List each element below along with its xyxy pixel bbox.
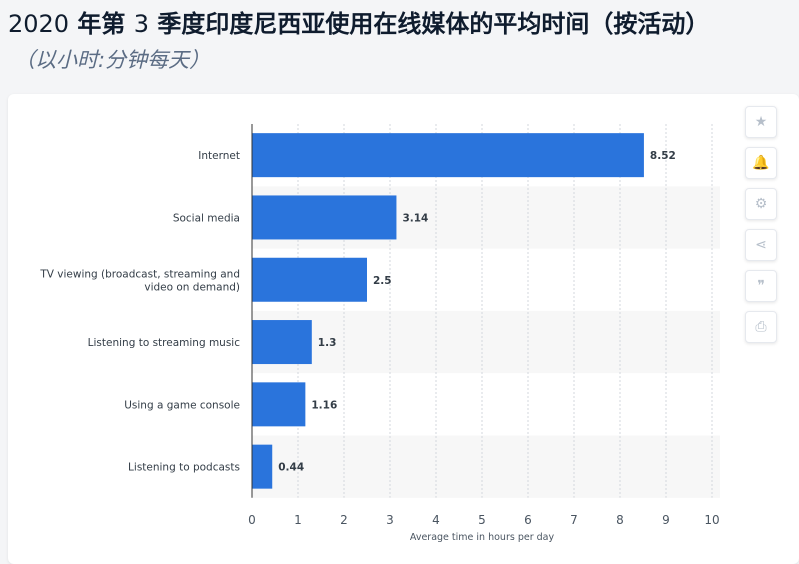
bar <box>252 133 644 178</box>
gear-button[interactable]: ⚙ <box>745 188 777 220</box>
share-button[interactable]: ⋖ <box>745 229 777 261</box>
bar-value-label: 2.5 <box>373 275 392 287</box>
quote-icon: ❞ <box>757 278 765 294</box>
x-axis-title: Average time in hours per day <box>410 532 555 543</box>
row-stripe <box>252 435 720 498</box>
x-tick-label: 9 <box>662 513 670 527</box>
share-icon: ⋖ <box>755 237 767 253</box>
chart-card: 8.52 Internet 3.14 Social media 2.5 TV viewin… <box>8 94 799 564</box>
bar <box>252 444 273 489</box>
bell-button[interactable]: 🔔 <box>745 147 777 179</box>
x-tick-label: 0 <box>248 513 256 527</box>
category-label: TV viewing (broadcast, streaming and <box>39 268 240 280</box>
x-tick-label: 6 <box>524 513 532 527</box>
x-tick-label: 1 <box>294 513 302 527</box>
category-label: Social media <box>173 212 240 224</box>
chart-title: 2020 年第 3 季度印度尼西亚使用在线媒体的平均时间（按活动） <box>8 8 798 40</box>
title-year: 2020 <box>8 10 70 38</box>
category-label: video on demand) <box>144 281 240 293</box>
chart-subtitle: （以小时:分钟每天） <box>14 48 211 72</box>
bar <box>252 320 312 365</box>
x-tick-label: 8 <box>616 513 624 527</box>
category-label: Using a game console <box>124 399 240 411</box>
print-icon: ⎙ <box>755 319 767 335</box>
bar-chart: 8.52 Internet 3.14 Social media 2.5 TV viewin… <box>39 124 720 543</box>
gear-icon: ⚙ <box>754 196 768 212</box>
x-tick-label: 4 <box>432 513 440 527</box>
bar-value-label: 3.14 <box>402 212 428 224</box>
title-part-2: 季度印度尼西亚使用在线媒体的平均时间（按活动） <box>149 10 710 38</box>
bar <box>252 257 367 302</box>
x-tick-label: 5 <box>478 513 486 527</box>
category-label: Listening to streaming music <box>88 337 241 349</box>
x-tick-label: 2 <box>340 513 348 527</box>
bar-value-label: 1.3 <box>318 337 337 349</box>
row-stripe <box>252 310 720 374</box>
bell-icon: 🔔 <box>752 155 770 171</box>
bar <box>252 382 306 427</box>
print-button[interactable]: ⎙ <box>745 311 777 343</box>
x-tick-label: 7 <box>570 513 578 527</box>
category-label: Internet <box>198 150 240 162</box>
title-quarter: 3 <box>133 10 150 38</box>
star-icon: ★ <box>754 114 768 130</box>
quote-button[interactable]: ❞ <box>745 270 777 302</box>
chart-toolbar: ★ 🔔 ⚙ ⋖ ❞ ⎙ <box>745 106 779 352</box>
x-tick-label: 10 <box>704 513 719 527</box>
bar-value-label: 0.44 <box>278 462 304 474</box>
x-tick-label: 3 <box>386 513 394 527</box>
title-part-1: 年第 <box>69 10 134 38</box>
bar-value-label: 1.16 <box>311 399 337 411</box>
category-label: Listening to podcasts <box>128 462 240 474</box>
star-button[interactable]: ★ <box>745 106 777 138</box>
bar-value-label: 8.52 <box>650 150 676 162</box>
bar <box>252 195 397 240</box>
